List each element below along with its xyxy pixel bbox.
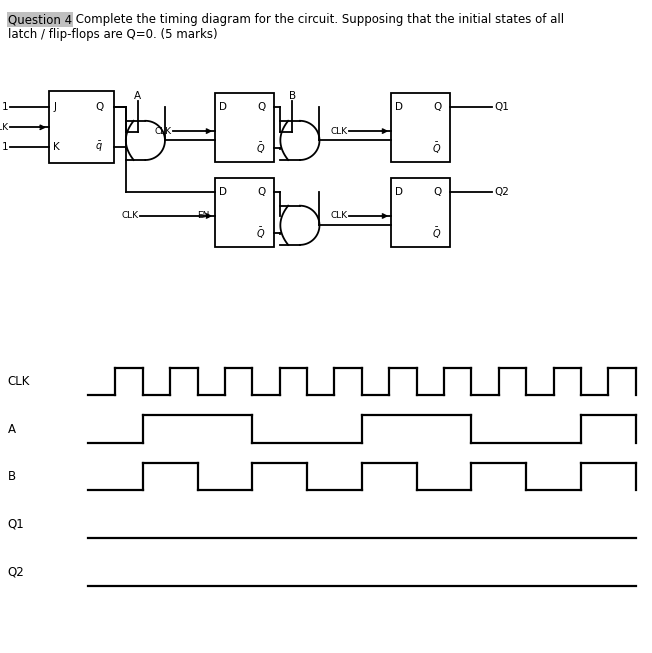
Bar <box>391 178 450 247</box>
Bar <box>49 91 114 163</box>
Text: Complete the timing diagram for the circuit. Supposing that the initial states o: Complete the timing diagram for the circ… <box>72 13 564 26</box>
Text: $\bar{Q}$: $\bar{Q}$ <box>256 140 265 156</box>
Text: J: J <box>53 103 57 112</box>
Text: D: D <box>395 102 403 112</box>
Text: Q: Q <box>257 187 265 197</box>
Text: Question 4: Question 4 <box>8 13 72 26</box>
Text: Q1: Q1 <box>494 102 509 112</box>
Text: $\bar{q}$: $\bar{q}$ <box>95 140 102 155</box>
Bar <box>391 93 450 162</box>
Bar <box>215 93 274 162</box>
Text: Q: Q <box>433 102 441 112</box>
Text: Q: Q <box>257 102 265 112</box>
Text: A: A <box>8 422 16 436</box>
Text: 1: 1 <box>2 103 8 112</box>
Text: EN: EN <box>197 212 209 221</box>
Text: D: D <box>219 102 227 112</box>
Text: K: K <box>53 142 60 152</box>
Text: CLK: CLK <box>155 127 171 136</box>
Text: 1: 1 <box>2 142 8 152</box>
Text: Q2: Q2 <box>8 565 25 579</box>
Text: latch / flip-flops are Q=0. (5 marks): latch / flip-flops are Q=0. (5 marks) <box>8 28 218 41</box>
Text: CLK: CLK <box>331 212 348 221</box>
Text: $\bar{Q}$: $\bar{Q}$ <box>256 225 265 241</box>
Text: Q2: Q2 <box>494 187 509 197</box>
Text: D: D <box>395 187 403 197</box>
Text: $\bar{Q}$: $\bar{Q}$ <box>432 140 441 156</box>
Text: Q1: Q1 <box>8 518 25 531</box>
Text: CLK: CLK <box>0 123 8 132</box>
Text: CLK: CLK <box>8 375 30 388</box>
Text: B: B <box>8 470 16 483</box>
Text: Q: Q <box>96 103 104 112</box>
Text: CLK: CLK <box>331 127 348 136</box>
Text: CLK: CLK <box>122 212 139 221</box>
Text: D: D <box>219 187 227 197</box>
Text: B: B <box>289 91 295 101</box>
Text: A: A <box>134 91 141 101</box>
Text: $\bar{Q}$: $\bar{Q}$ <box>432 225 441 241</box>
Text: Q: Q <box>433 187 441 197</box>
Bar <box>215 178 274 247</box>
